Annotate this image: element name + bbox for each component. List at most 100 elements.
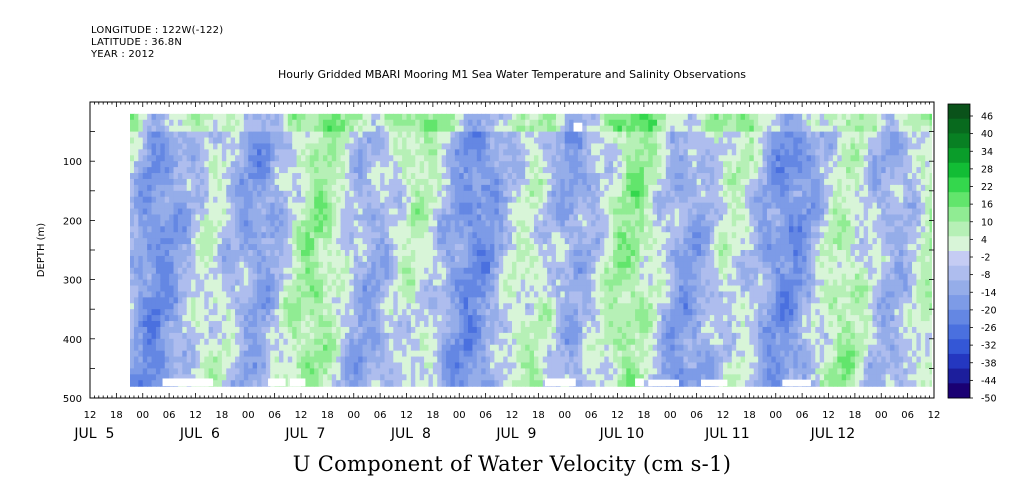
heatmap-cell [371, 273, 377, 281]
heatmap-cell [507, 338, 513, 346]
heatmap-cell [270, 255, 276, 263]
heatmap-cell [591, 196, 597, 204]
heatmap-cell [353, 380, 359, 387]
heatmap-cell [481, 167, 487, 174]
heatmap-cell [388, 362, 394, 369]
heatmap-cell [362, 291, 368, 298]
heatmap-cell [257, 267, 263, 275]
heatmap-cell [314, 131, 320, 139]
heatmap-cell [599, 149, 605, 156]
heatmap-cell [173, 303, 179, 310]
heatmap-cell [371, 350, 377, 358]
heatmap-cell [248, 362, 254, 369]
heatmap-cell [380, 149, 386, 156]
heatmap-cell [208, 374, 214, 381]
heatmap-cell [415, 125, 421, 133]
heatmap-cell [472, 285, 478, 293]
heatmap-cell [358, 261, 364, 269]
heatmap-cell [481, 137, 487, 145]
heatmap-cell [243, 303, 249, 310]
heatmap-cell [270, 214, 276, 221]
heatmap-cell [560, 178, 566, 186]
heatmap-cell [279, 332, 285, 340]
heatmap-cell [199, 214, 205, 221]
heatmap-cell [362, 350, 368, 358]
heatmap-cell [595, 178, 601, 186]
heatmap-cell [130, 149, 131, 156]
heatmap-cell [384, 267, 390, 275]
heatmap-cell [177, 161, 183, 168]
heatmap-cell [314, 374, 320, 381]
heatmap-cell [349, 143, 355, 150]
heatmap-cell [301, 143, 306, 150]
heatmap-cell [349, 368, 355, 375]
heatmap-cell [213, 196, 219, 204]
heatmap-cell [582, 202, 588, 210]
heatmap-cell [402, 338, 408, 346]
heatmap-cell [199, 119, 205, 127]
heatmap-cell [432, 244, 438, 251]
heatmap-cell [239, 244, 245, 251]
heatmap-cell [261, 374, 267, 381]
heatmap-cell [560, 238, 566, 245]
heatmap-cell [344, 113, 350, 121]
heatmap-cell [441, 350, 447, 358]
heatmap-cell [538, 315, 544, 322]
heatmap-cell [533, 380, 539, 387]
heatmap-cell [397, 238, 403, 245]
heatmap-cell [292, 214, 298, 221]
heatmap-cell [318, 178, 324, 186]
heatmap-cell [344, 350, 350, 358]
heatmap-cell [410, 119, 416, 127]
heatmap-cell [441, 297, 447, 304]
heatmap-cell [485, 238, 491, 245]
heatmap-cell [586, 374, 592, 381]
heatmap-cell [432, 250, 438, 257]
heatmap-cell [257, 303, 263, 310]
heatmap-cell [498, 350, 504, 358]
heatmap-cell [533, 184, 539, 192]
heatmap-cell [133, 149, 139, 156]
heatmap-cell [542, 362, 548, 369]
heatmap-cell [525, 338, 531, 346]
heatmap-cell [481, 238, 487, 245]
heatmap-cell [555, 196, 561, 204]
heatmap-cell [560, 173, 566, 180]
heatmap-cell [199, 261, 205, 269]
heatmap-cell [217, 380, 223, 387]
heatmap-cell [186, 315, 192, 322]
heatmap-cell [393, 362, 399, 369]
heatmap-cell [463, 267, 469, 275]
heatmap-cell [130, 226, 131, 233]
heatmap-cell [371, 125, 377, 133]
heatmap-cell [213, 356, 219, 364]
heatmap-cell [340, 380, 346, 387]
heatmap-cell [542, 244, 548, 251]
heatmap-cell [542, 155, 548, 162]
heatmap-cell [336, 214, 342, 221]
heatmap-cell [551, 226, 557, 233]
heatmap-cell [419, 178, 425, 186]
heatmap-cell [437, 113, 443, 121]
heatmap-cell [301, 321, 306, 328]
heatmap-cell [292, 220, 298, 227]
heatmap-cell [512, 309, 517, 316]
heatmap-cell [551, 350, 557, 358]
heatmap-cell [520, 119, 526, 127]
heatmap-cell [384, 368, 390, 375]
heatmap-cell [221, 214, 227, 221]
heatmap-cell [314, 125, 320, 133]
heatmap-cell [463, 261, 469, 269]
heatmap-cell [406, 137, 412, 145]
heatmap-cell [424, 125, 430, 133]
heatmap-cell [287, 326, 293, 334]
heatmap-cell [586, 125, 592, 133]
heatmap-cell [463, 350, 469, 358]
heatmap-cell [257, 125, 263, 133]
heatmap-cell [274, 202, 280, 210]
heatmap-cell [397, 196, 403, 204]
heatmap-cell [169, 184, 175, 192]
heatmap-cell [397, 362, 403, 369]
heatmap-cell [305, 291, 311, 298]
heatmap-cell [164, 119, 170, 127]
